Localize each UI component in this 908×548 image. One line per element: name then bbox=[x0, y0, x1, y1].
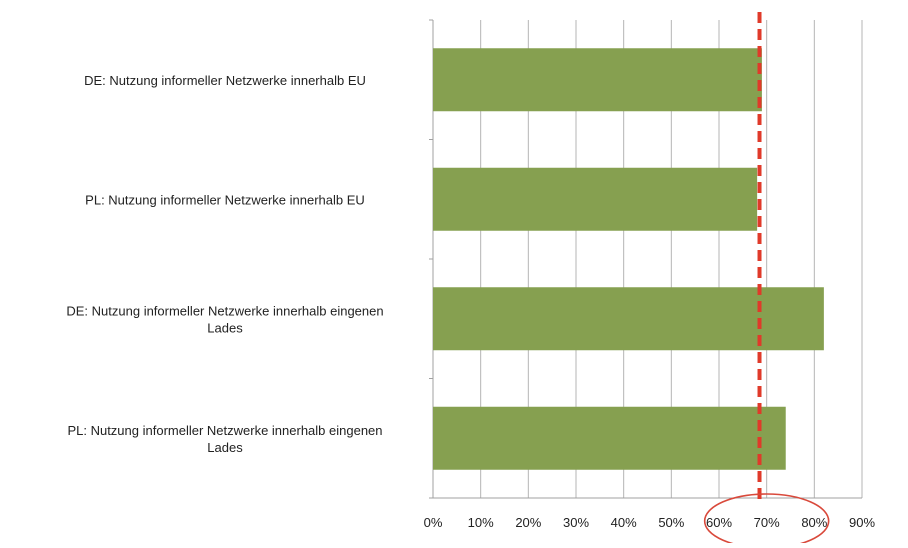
x-tick-label-4: 40% bbox=[611, 515, 637, 530]
x-tick-label-0: 0% bbox=[424, 515, 443, 530]
x-tick-label-3: 30% bbox=[563, 515, 589, 530]
bar-3 bbox=[433, 406, 786, 470]
bar-2 bbox=[433, 287, 824, 351]
x-tick-label-2: 20% bbox=[515, 515, 541, 530]
category-label-2-line2: Lades bbox=[207, 320, 243, 335]
x-tick-label-1: 10% bbox=[468, 515, 494, 530]
x-tick-label-5: 50% bbox=[658, 515, 684, 530]
category-label-1: PL: Nutzung informeller Netzwerke innerh… bbox=[85, 192, 365, 207]
x-tick-label-8: 80% bbox=[801, 515, 827, 530]
category-label-3: PL: Nutzung informeller Netzwerke innerh… bbox=[67, 423, 382, 438]
category-label-2: DE: Nutzung informeller Netzwerke innerh… bbox=[66, 303, 383, 318]
x-tick-label-7: 70% bbox=[754, 515, 780, 530]
x-tick-label-6: 60% bbox=[706, 515, 732, 530]
x-tick-label-9: 90% bbox=[849, 515, 875, 530]
bar-1 bbox=[433, 167, 758, 231]
category-label-0: DE: Nutzung informeller Netzwerke innerh… bbox=[84, 73, 366, 88]
annotation-ellipse bbox=[703, 493, 830, 548]
category-label-3-line2: Lades bbox=[207, 440, 243, 455]
bar-0 bbox=[433, 48, 762, 112]
